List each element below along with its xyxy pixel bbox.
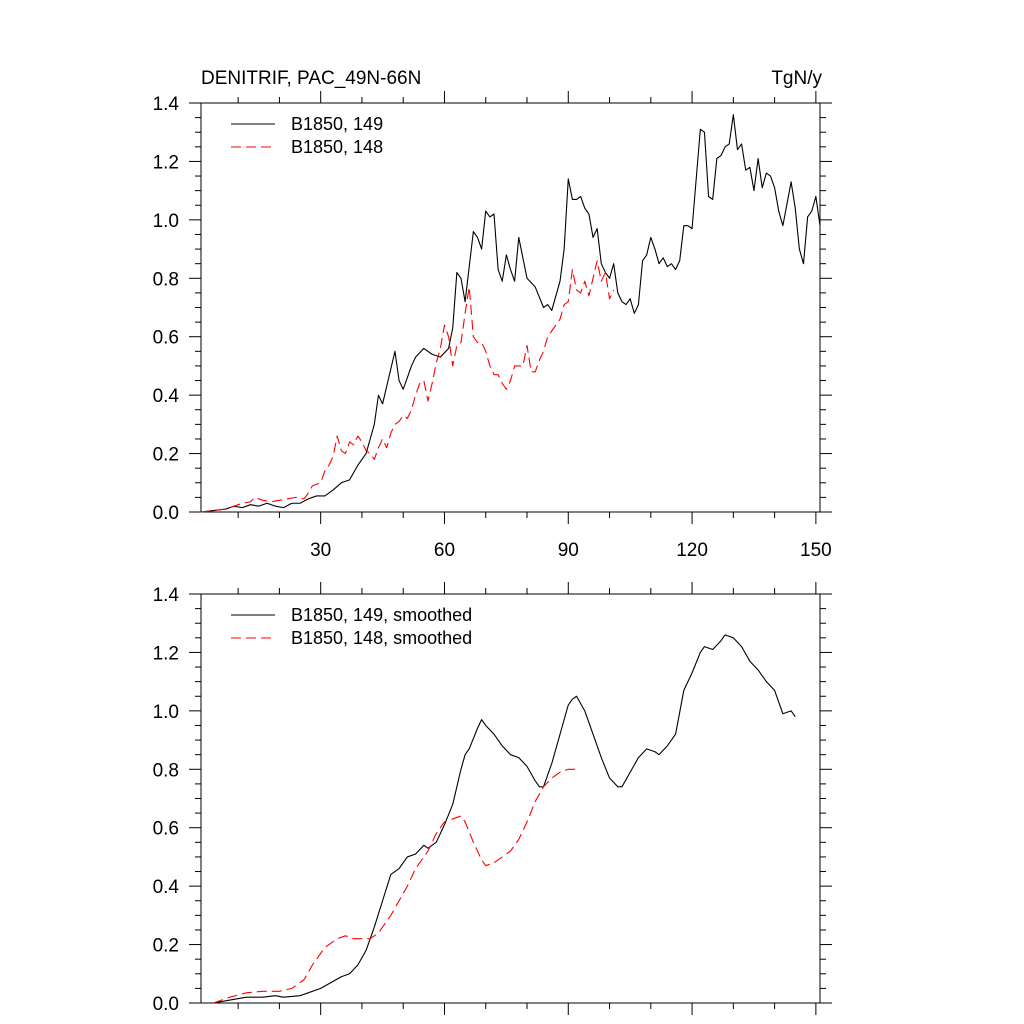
panel2-series-line-1 <box>213 634 796 1004</box>
panel2-series-line-2 <box>213 768 577 1004</box>
chart-title: DENITRIF, PAC_49N-66N <box>201 68 421 89</box>
panel1-ytick-label: 0.6 <box>153 328 179 349</box>
panel1-xtick-label: 30 <box>310 540 331 561</box>
panel2-legend-label-1: B1850, 149, smoothed <box>291 605 472 625</box>
panel1-series-line-2 <box>200 260 615 513</box>
panel2-ytick-label: 0.4 <box>153 877 180 898</box>
panel1-ytick-label: 1.4 <box>153 94 180 115</box>
panel1-legend-label-1: B1850, 149 <box>291 114 383 134</box>
panel1-xtick-label: 120 <box>676 540 708 561</box>
panel1-xtick-label: 150 <box>800 540 832 561</box>
panel1-ytick-label: 1.2 <box>153 152 179 173</box>
panel2-legend-label-2: B1850, 148, smoothed <box>291 628 472 648</box>
panel2-ytick-label: 0.6 <box>153 819 179 840</box>
panel1-series-line-1 <box>200 114 821 513</box>
panel2-ytick-label: 1.2 <box>153 643 179 664</box>
panel2-ytick-label: 1.0 <box>153 702 179 723</box>
panel1-ytick-label: 0.4 <box>153 386 180 407</box>
panel1-ytick-label: 1.0 <box>153 211 179 232</box>
units-label: TgN/y <box>771 68 822 89</box>
bottom-panel: 0.0 0.2 0.4 0.6 0.8 1.0 1.2 1.4 B1850, 149, smoo… <box>153 582 832 1015</box>
panel1-ytick-label: 0.0 <box>153 503 179 524</box>
panel2-ytick-label: 0.0 <box>153 994 179 1015</box>
panel1-xtick-label: 90 <box>558 540 579 561</box>
panel2-ytick-label: 1.4 <box>153 585 180 606</box>
panel1-ytick-label: 0.8 <box>153 269 179 290</box>
panel1-legend-label-2: B1850, 148 <box>291 137 383 157</box>
panel1-ytick-label: 0.2 <box>153 445 179 466</box>
top-panel: 0.0 0.2 0.4 0.6 0.8 1.0 1.2 1.4 30 60 90 120 150 B185… <box>153 91 832 561</box>
panel2-ytick-label: 0.8 <box>153 760 179 781</box>
panel1-xtick-label: 60 <box>434 540 455 561</box>
panel2-ytick-label: 0.2 <box>153 936 179 957</box>
panel1-plot-frame <box>200 102 821 513</box>
panel2-plot-frame <box>200 593 821 1004</box>
